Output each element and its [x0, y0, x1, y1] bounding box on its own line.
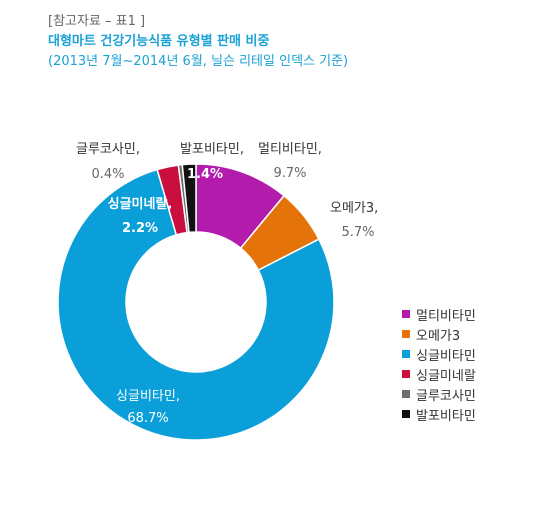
slice-value-멀티비타민: 9.7% [273, 166, 306, 181]
legend-label: 싱글미네랄 [416, 368, 476, 384]
legend-label: 싱글비타민 [416, 348, 476, 364]
slice-label-오메가3: 오메가3, [330, 201, 378, 216]
legend-item: 싱글미네랄 [402, 364, 476, 384]
legend-label: 발포비타민 [416, 408, 476, 424]
slice-labels: 멀티비타민, 9.7% 오메가3, 5.7% 싱글비타민, 68.7% 싱글미네랄, 2.2%… [76, 142, 378, 426]
legend-item: 오메가3 [402, 324, 476, 344]
slice-value-오메가3: 5.7% [341, 225, 374, 240]
slice-value-글루코사민: 0.4% [91, 167, 124, 182]
legend-item: 발포비타민 [402, 404, 476, 424]
legend-label: 오메가3 [416, 328, 461, 344]
legend-label: 글루코사민 [416, 388, 476, 404]
slice-label-발포비타민: 발포비타민, [180, 142, 244, 157]
legend-swatch [402, 370, 410, 378]
legend-label: 멀티비타민 [416, 308, 476, 324]
slice-label-싱글비타민: 싱글비타민, [116, 389, 180, 404]
legend-item: 글루코사민 [402, 384, 476, 404]
legend-item: 싱글비타민 [402, 344, 476, 364]
legend-swatch [402, 310, 410, 318]
legend-swatch [402, 390, 410, 398]
slice-싱글비타민 [57, 168, 335, 441]
reference-label: [참고자료 – 표1 ] [48, 14, 146, 29]
slice-발포비타민 [181, 163, 197, 234]
slice-value-발포비타민: 1.4% [187, 167, 223, 182]
slice-label-멀티비타민: 멀티비타민, [258, 142, 322, 157]
legend-item: 멀티비타민 [402, 304, 476, 324]
slice-value-싱글비타민: 68.7% [127, 411, 168, 426]
slice-label-글루코사민: 글루코사민, [76, 142, 140, 157]
chart-header: [참고자료 – 표1 ] 대형마트 건강기능식품 유형별 판매 비중 (2013… [48, 12, 348, 72]
donut-slices [57, 163, 335, 441]
slice-label-싱글미네랄: 싱글미네랄, [108, 196, 173, 212]
chart-title: 대형마트 건강기능식품 유형별 판매 비중 [48, 34, 270, 49]
slice-value-싱글미네랄: 2.2% [122, 221, 158, 236]
chart-subtitle: (2013년 7월~2014년 6월, 닐슨 리테일 인덱스 기준) [48, 54, 349, 69]
legend-swatch [402, 410, 410, 418]
legend-swatch [402, 330, 410, 338]
legend-swatch [402, 350, 410, 358]
